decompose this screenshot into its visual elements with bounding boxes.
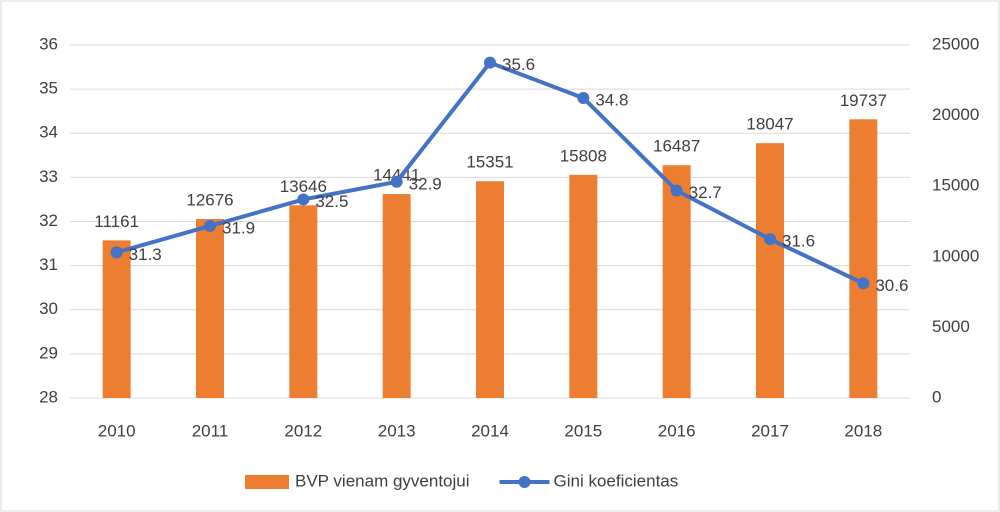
- line-label: 35.6: [502, 55, 535, 74]
- bar-label: 15351: [466, 153, 513, 172]
- line-marker: [390, 175, 403, 188]
- line-marker: [764, 233, 776, 246]
- y2-tick-label: 0: [932, 387, 941, 406]
- x-tick-label: 2012: [284, 421, 322, 440]
- line-label: 31.6: [782, 232, 815, 251]
- x-tick-label: 2018: [844, 421, 882, 440]
- bar: [569, 174, 598, 398]
- line-label: 32.5: [315, 192, 348, 211]
- bar-label: 14441: [373, 166, 420, 185]
- line-label: 32.9: [409, 174, 442, 193]
- y-tick-label: 29: [39, 343, 58, 362]
- bar-label: 12676: [186, 190, 233, 209]
- bar: [196, 219, 224, 398]
- legend-label: BVP vienam gyventojui: [295, 471, 470, 490]
- line-marker: [857, 277, 870, 290]
- legend-label: Gini koeficientas: [554, 471, 679, 490]
- bar: [476, 181, 504, 398]
- bar-label: 13646: [280, 177, 327, 196]
- x-tick-label: 2016: [658, 421, 696, 440]
- x-tick-label: 2013: [378, 421, 416, 440]
- line-label: 31.3: [129, 245, 162, 264]
- line-marker: [204, 219, 216, 232]
- bar: [102, 240, 131, 398]
- bar: [849, 119, 878, 398]
- y2-tick-label: 20000: [932, 105, 979, 124]
- y-tick-label: 32: [39, 211, 58, 230]
- x-tick-label: 2010: [98, 421, 136, 440]
- y-tick-label: 28: [39, 387, 58, 406]
- bar: [756, 143, 784, 398]
- y2-tick-label: 10000: [932, 246, 979, 265]
- y2-tick-label: 15000: [932, 176, 979, 195]
- y-tick-label: 36: [39, 34, 58, 53]
- line-marker: [577, 91, 590, 104]
- bar: [662, 165, 691, 398]
- line-marker: [297, 193, 310, 206]
- y-tick-label: 30: [39, 299, 58, 318]
- bar-label: 11161: [94, 212, 139, 231]
- bar-label: 16487: [653, 137, 700, 156]
- y-tick-label: 31: [39, 255, 58, 274]
- x-tick-label: 2011: [192, 421, 229, 440]
- y-tick-label: 33: [39, 167, 58, 186]
- bar-label: 19737: [840, 91, 887, 110]
- line-label: 30.6: [875, 276, 908, 295]
- x-tick-label: 2015: [564, 421, 602, 440]
- bar: [289, 205, 318, 398]
- bar-label: 18047: [746, 115, 793, 134]
- y2-tick-label: 5000: [932, 317, 970, 336]
- legend-swatch: [245, 475, 289, 489]
- line-marker: [484, 56, 496, 69]
- y-tick-label: 34: [39, 123, 58, 142]
- line-label: 34.8: [595, 90, 628, 109]
- line-marker: [670, 184, 683, 197]
- legend-swatch: [518, 476, 531, 488]
- bar: [382, 194, 411, 398]
- line-marker: [110, 246, 123, 259]
- y-tick-label: 35: [39, 79, 58, 98]
- line-label: 31.9: [222, 218, 255, 237]
- x-tick-label: 2014: [471, 421, 509, 440]
- bar-label: 15808: [560, 146, 607, 165]
- x-tick-label: 2017: [751, 421, 789, 440]
- y2-tick-label: 25000: [932, 34, 979, 53]
- line-label: 32.7: [689, 183, 722, 202]
